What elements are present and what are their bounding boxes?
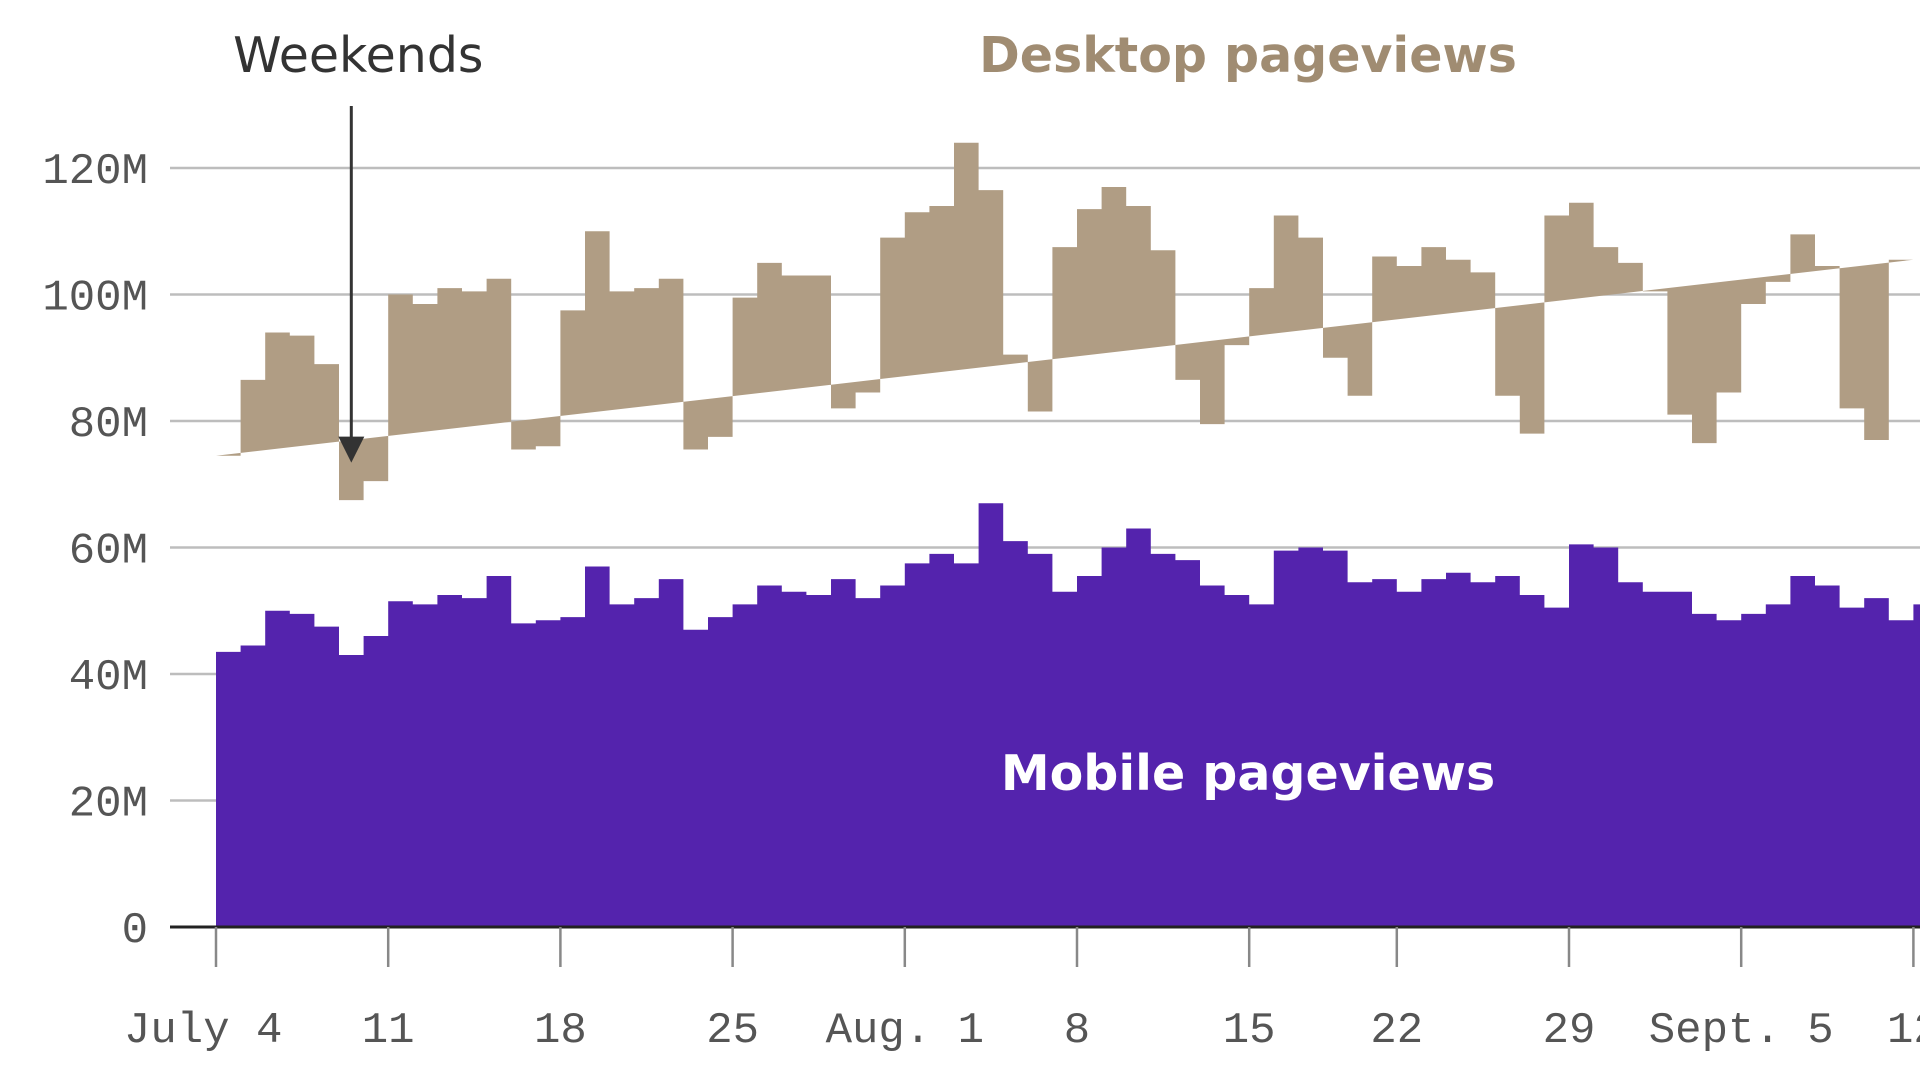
- x-tick-label: 12: [1887, 1006, 1920, 1056]
- x-tick-label: 22: [1370, 1006, 1423, 1056]
- weekends-arrow-head: [338, 436, 365, 463]
- y-tick-label: 80M: [69, 400, 148, 450]
- mobile-series-label: Mobile pageviews: [1001, 745, 1495, 802]
- desktop-series-label: Desktop pageviews: [979, 27, 1517, 84]
- y-tick-label: 60M: [69, 527, 148, 577]
- x-tick-label: 18: [534, 1006, 587, 1056]
- y-tick-label: 40M: [69, 653, 148, 703]
- x-tick-label: 11: [362, 1006, 415, 1056]
- y-tick-label: 120M: [42, 147, 148, 197]
- y-tick-label: 0: [122, 906, 148, 956]
- y-tick-label: 100M: [42, 274, 148, 324]
- x-axis: [170, 925, 1920, 967]
- x-tick-label: July 4: [124, 1006, 282, 1056]
- x-tick-label: 8: [1064, 1006, 1090, 1056]
- series-areas: [216, 142, 1920, 927]
- x-axis-tick-labels: July 4 11 18 25 Aug. 1 8 15 22 29 Sept. 5 12: [124, 1006, 1920, 1056]
- desktop-pageviews-area: [216, 142, 1914, 501]
- annotations: Weekends: [233, 27, 483, 463]
- x-tick-label: Sept. 5: [1649, 1006, 1834, 1056]
- x-tick-label: 25: [706, 1006, 759, 1056]
- weekends-annotation: Weekends: [233, 27, 483, 84]
- mobile-pageviews-area: [216, 503, 1920, 927]
- y-axis-tick-labels: 0 20M 40M 60M 80M 100M 120M: [42, 147, 148, 956]
- x-tick-label: 29: [1543, 1006, 1596, 1056]
- x-tick-label: 15: [1223, 1006, 1276, 1056]
- y-tick-label: 20M: [69, 780, 148, 830]
- x-tick-label: Aug. 1: [826, 1006, 984, 1056]
